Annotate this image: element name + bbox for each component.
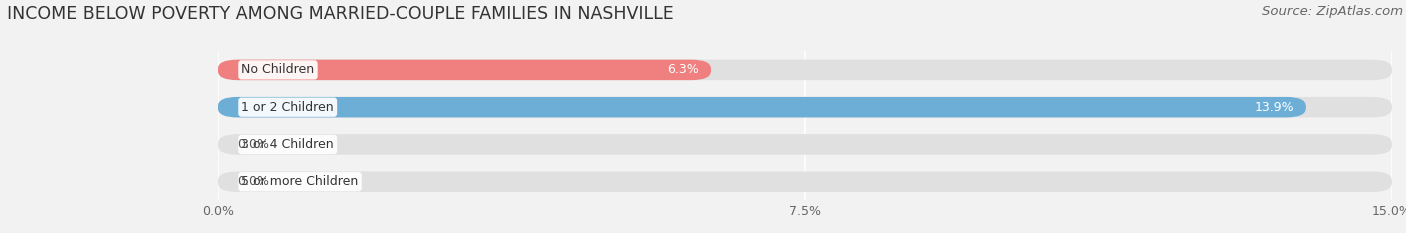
Text: 0.0%: 0.0%	[238, 138, 270, 151]
Text: 1 or 2 Children: 1 or 2 Children	[242, 101, 335, 114]
Text: 3 or 4 Children: 3 or 4 Children	[242, 138, 335, 151]
Text: INCOME BELOW POVERTY AMONG MARRIED-COUPLE FAMILIES IN NASHVILLE: INCOME BELOW POVERTY AMONG MARRIED-COUPL…	[7, 5, 673, 23]
Text: Source: ZipAtlas.com: Source: ZipAtlas.com	[1263, 5, 1403, 18]
FancyBboxPatch shape	[218, 97, 1306, 117]
Text: 0.0%: 0.0%	[238, 175, 270, 188]
FancyBboxPatch shape	[218, 60, 711, 80]
FancyBboxPatch shape	[218, 171, 1392, 192]
Text: No Children: No Children	[242, 63, 315, 76]
Text: 5 or more Children: 5 or more Children	[242, 175, 359, 188]
FancyBboxPatch shape	[218, 97, 1392, 117]
FancyBboxPatch shape	[218, 60, 1392, 80]
Text: 13.9%: 13.9%	[1254, 101, 1294, 114]
Text: 6.3%: 6.3%	[668, 63, 699, 76]
FancyBboxPatch shape	[218, 134, 1392, 155]
